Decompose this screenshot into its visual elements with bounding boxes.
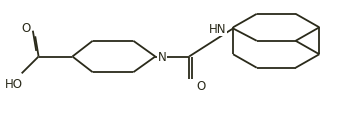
Text: O: O	[21, 22, 31, 35]
Text: N: N	[158, 51, 166, 63]
Text: HO: HO	[5, 77, 23, 90]
Text: HN: HN	[209, 23, 227, 36]
Text: O: O	[196, 79, 206, 92]
